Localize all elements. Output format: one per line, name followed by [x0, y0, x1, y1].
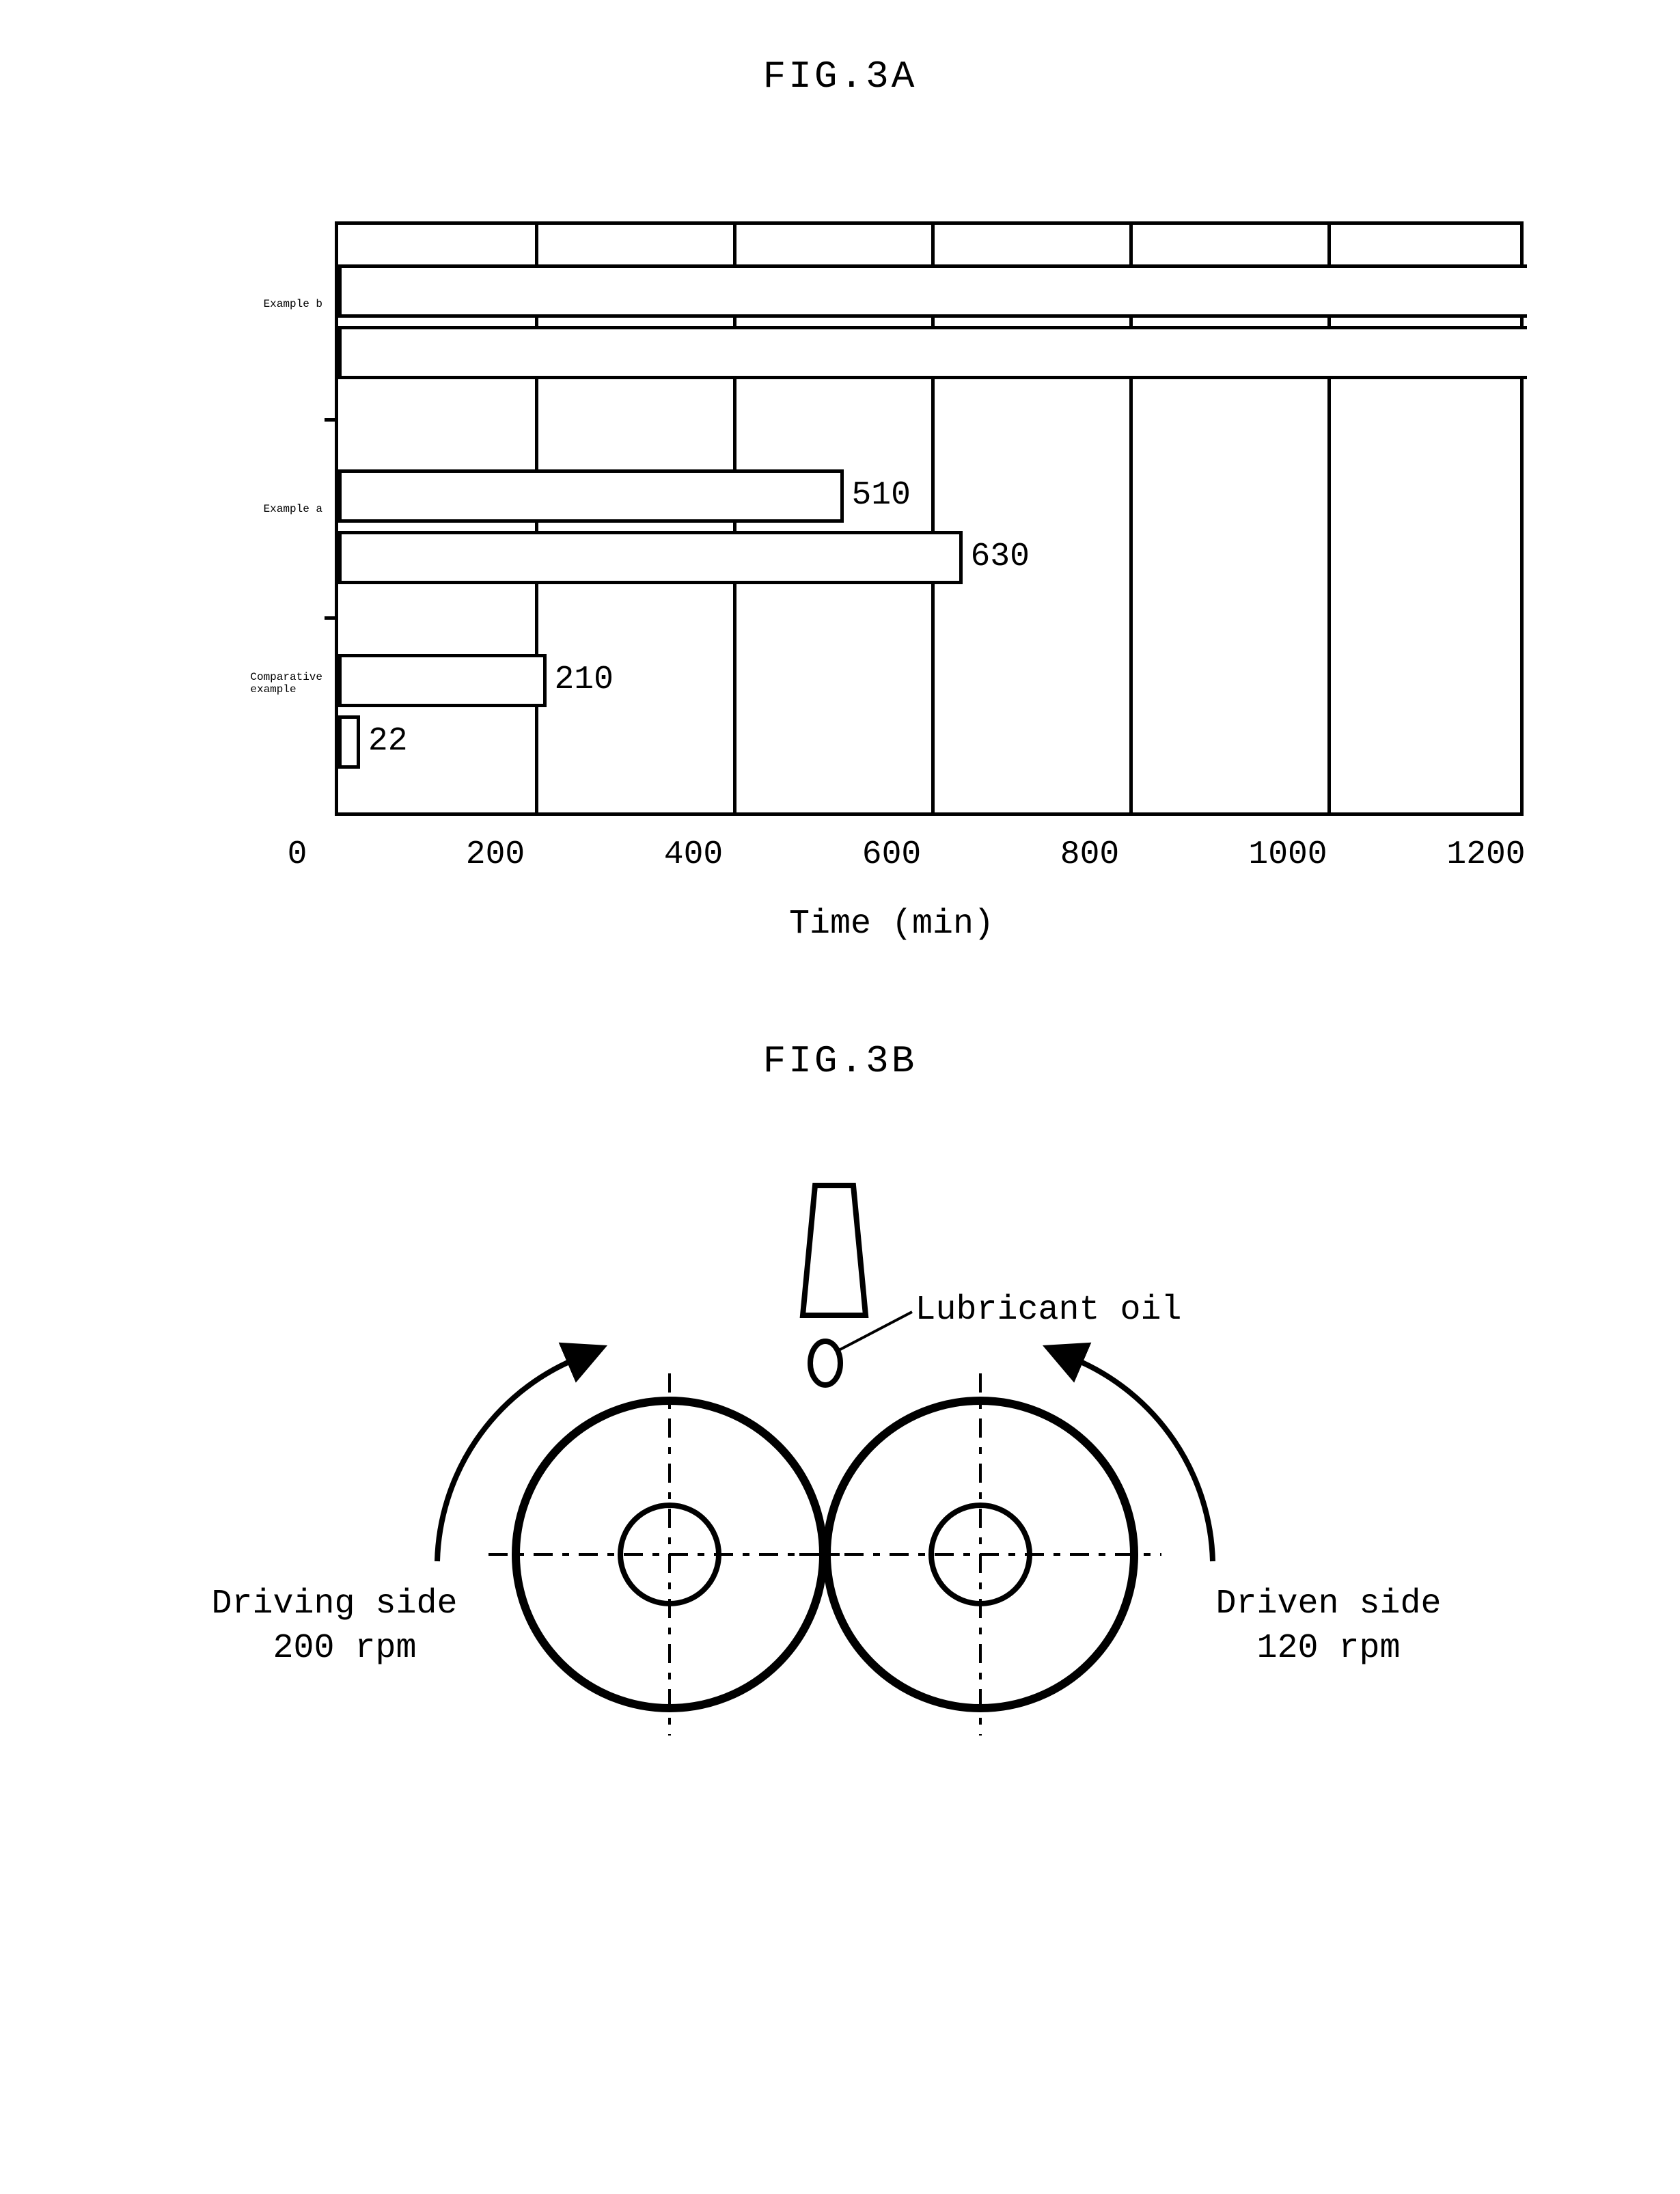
driven-side-label: Driven side 120 rpm — [1216, 1582, 1442, 1671]
driven-line1: Driven side — [1216, 1585, 1442, 1623]
bar-value-label: 210 — [555, 661, 614, 698]
x-tick-label: 0 — [288, 836, 307, 873]
crosshair — [799, 1373, 1161, 1736]
bar-value-label: 22 — [368, 723, 408, 760]
crosshair — [488, 1373, 851, 1736]
y-tick — [325, 418, 338, 422]
x-tick-label: 1000 — [1248, 836, 1327, 873]
y-category-label: Comparativeexample — [250, 671, 322, 696]
x-tick-label: 1200 — [1446, 836, 1525, 873]
fig-a-title: FIG.3A — [82, 55, 1598, 98]
diagram-b: Lubricant oil Driving side 200 rpm Drive… — [191, 1144, 1489, 1759]
x-axis-ticks: 020040060080010001200 — [297, 816, 1486, 884]
x-tick-label: 800 — [1060, 836, 1119, 873]
oil-drop-icon — [810, 1341, 840, 1385]
y-axis-labels: Example b Example a Comparativeexample — [123, 221, 335, 816]
bar — [338, 654, 547, 707]
bar — [338, 326, 1527, 379]
x-axis-label: Time (min) — [297, 905, 1486, 944]
bar — [338, 531, 963, 584]
bar-value-label: 630 — [971, 538, 1030, 575]
y-category-label: Example a — [264, 503, 322, 515]
right-rotation-arrow — [1076, 1360, 1213, 1561]
bar — [338, 469, 844, 523]
driving-line2: 200 rpm — [273, 1629, 417, 1668]
driven-line2: 120 rpm — [1257, 1629, 1401, 1668]
bar — [338, 715, 360, 769]
x-tick-label: 600 — [862, 836, 921, 873]
y-category-label: Example b — [264, 298, 322, 310]
lubricant-label: Lubricant oil — [915, 1288, 1182, 1332]
y-tick — [325, 616, 338, 620]
bar-value-label: 510 — [852, 477, 911, 514]
fig-b-title: FIG.3B — [82, 1039, 1598, 1083]
driving-line1: Driving side — [212, 1585, 458, 1623]
chart-a: Example b Example a Comparativeexample 510… — [123, 221, 1598, 816]
nozzle-icon — [803, 1185, 866, 1315]
left-rotation-arrow — [437, 1360, 574, 1561]
x-tick-label: 200 — [466, 836, 525, 873]
plot-area: 510 630 210 22 — [335, 221, 1524, 816]
bar — [338, 264, 1527, 318]
x-tick-label: 400 — [664, 836, 723, 873]
driving-side-label: Driving side 200 rpm — [212, 1582, 458, 1671]
